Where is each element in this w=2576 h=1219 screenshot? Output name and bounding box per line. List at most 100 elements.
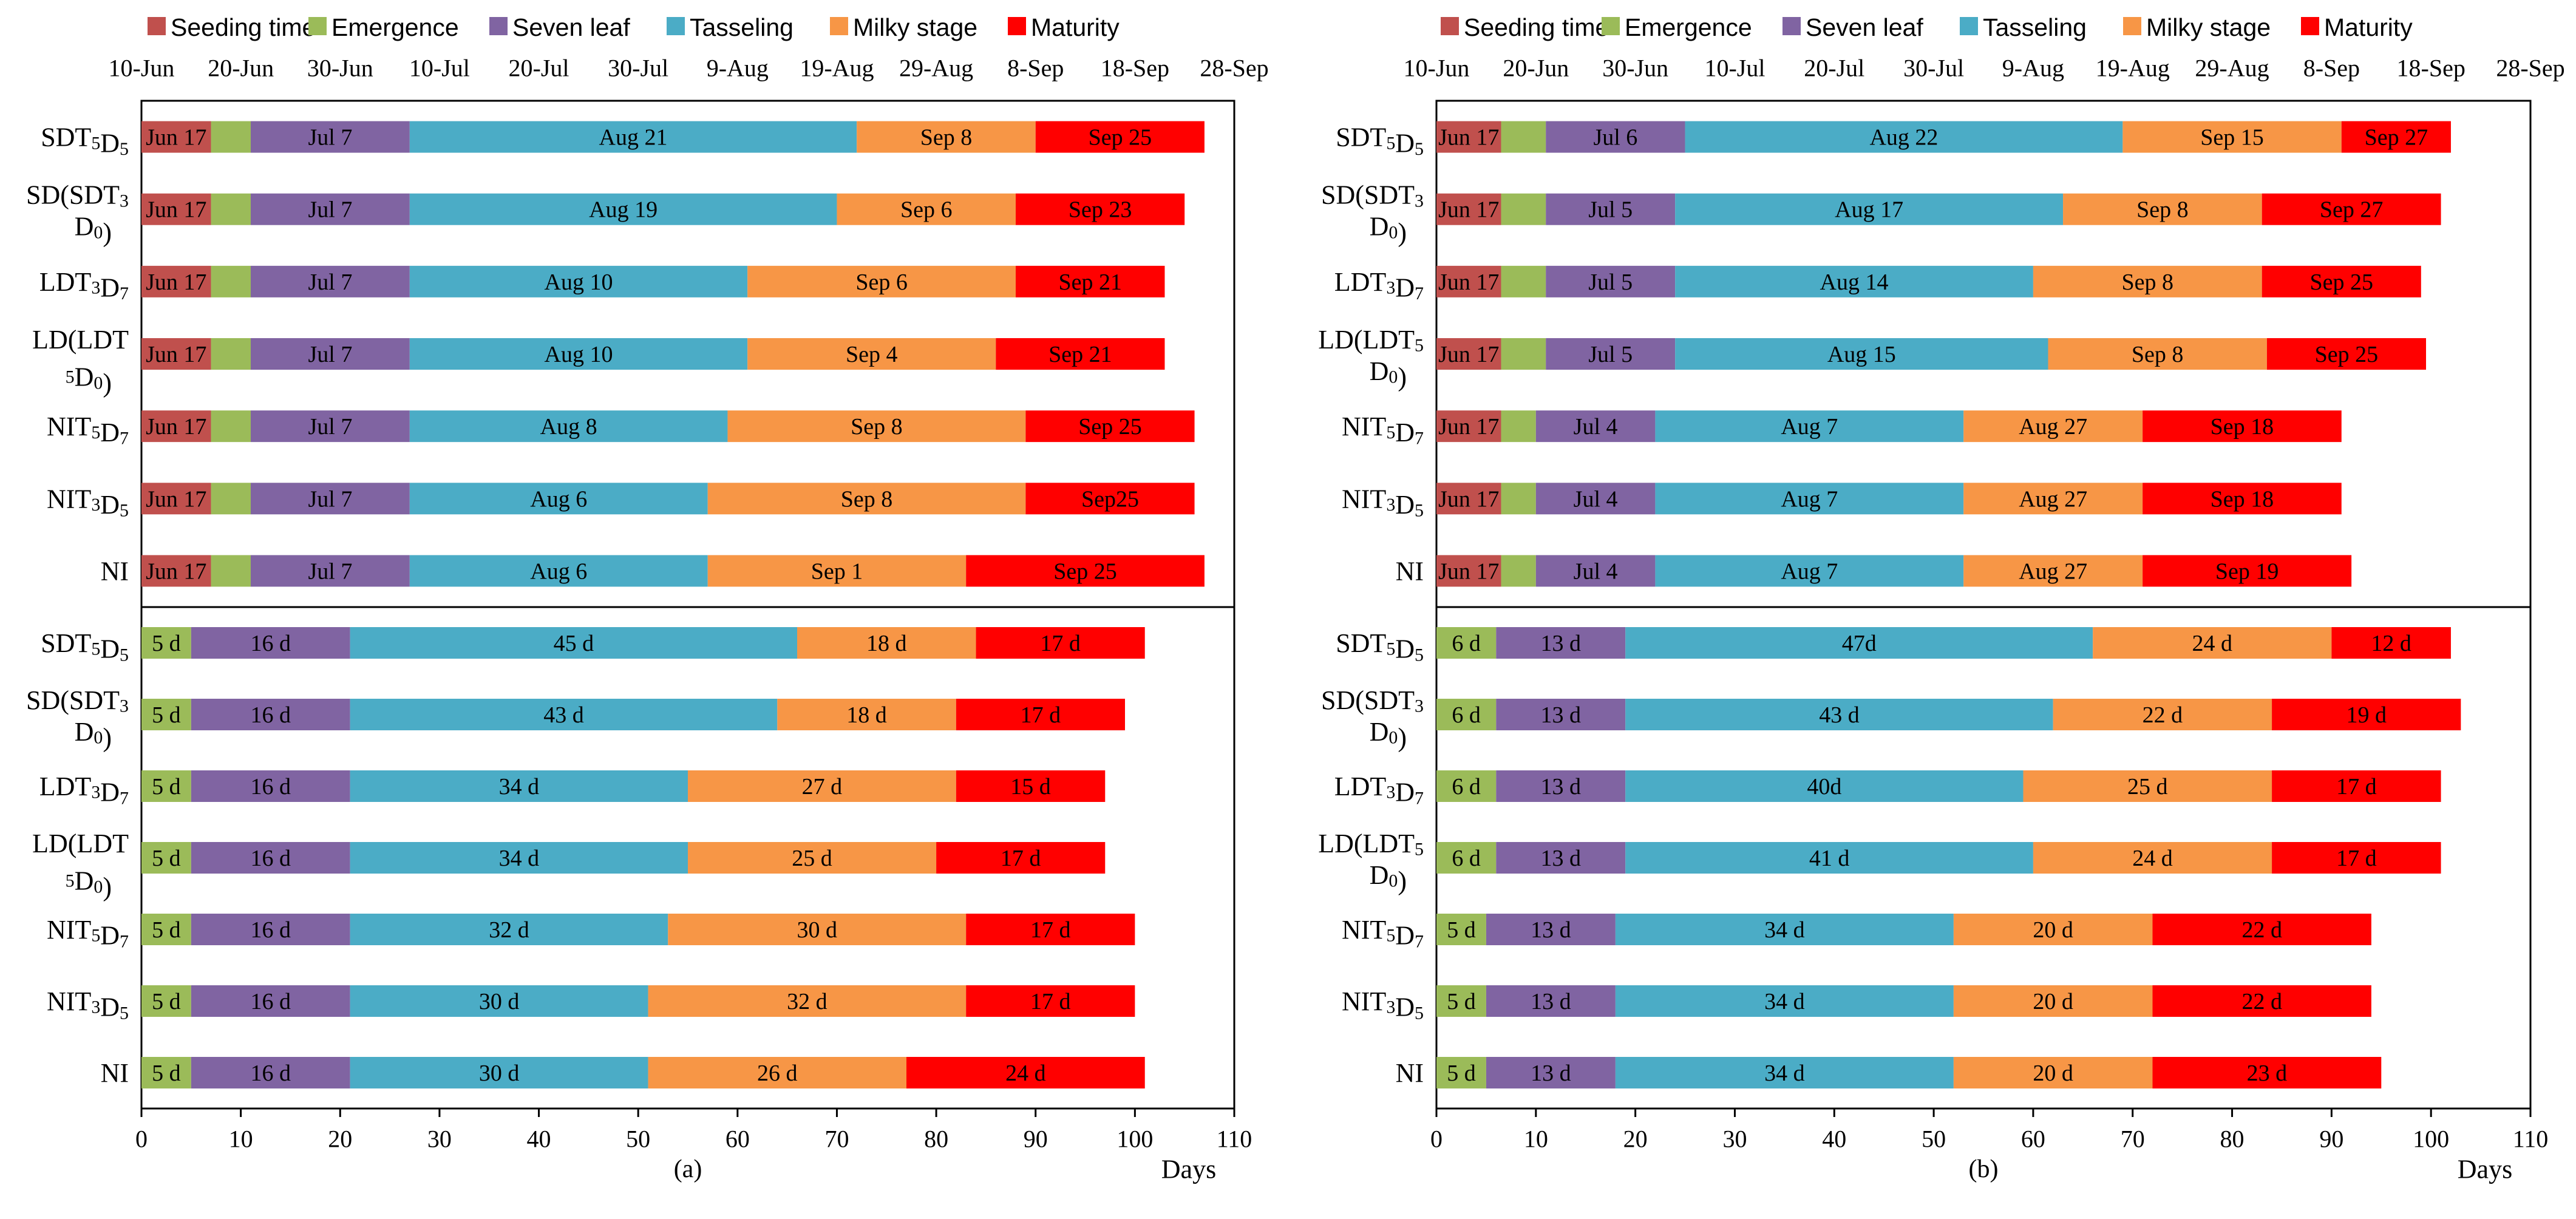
date-bar-label: Jun 17 [146,559,206,584]
date-bar-segment [2262,193,2441,225]
duration-bar-label: 17 d [2336,774,2377,800]
date-bar-segment [2266,338,2426,370]
date-bar-segment [1675,338,2048,370]
date-bar-segment [1501,265,1546,297]
duration-bar-label: 13 d [1541,631,1582,656]
date-bar-label: Sep 8 [841,486,893,512]
duration-bar-segment [648,985,967,1017]
duration-bar-segment [956,699,1125,730]
date-bar-segment [141,193,211,225]
legend-swatch [308,17,327,35]
duration-bar-label: 17 d [1040,631,1081,656]
treatment-label: NIT5D7 [1342,915,1424,951]
duration-bar-label: 16 d [250,846,291,871]
duration-bar-label: 15 d [1010,774,1051,800]
treatment-label: NIT3D5 [47,484,129,520]
date-bar-label: Jul 7 [308,486,352,512]
duration-bar-segment [1625,627,2093,659]
x-tick-label: 30 [427,1126,452,1153]
date-bar-label: Jun 17 [1438,559,1499,584]
date-bar-segment [409,193,837,225]
duration-bar-segment [141,985,191,1017]
x-tick-label: 50 [1922,1126,1946,1153]
duration-bar-segment [1496,699,1626,730]
duration-bar-segment [350,699,778,730]
panel-a: 10-Jun 20-Jun 30-Jun 10-Jul 20-Jul 30-Jul 9-Au… [26,55,1269,1184]
x-tick-label: 40 [527,1126,551,1153]
duration-bar-label: 5 d [1447,917,1476,943]
date-bar-segment [1546,193,1676,225]
duration-bar-label: 19 d [2346,702,2387,728]
duration-bar-segment [1953,1057,2153,1088]
date-bar-segment [211,338,251,370]
treatment-label: 5D0) [66,866,112,902]
duration-bar-segment [141,914,191,945]
duration-bar-segment [2033,842,2272,874]
duration-bar-label: 16 d [250,702,291,728]
treatment-label: SDT5D5 [41,628,129,665]
date-bar-segment [1546,265,1676,297]
legend-item: Maturity [2301,13,2413,41]
treatment-label: SD(SDT3 [1321,685,1424,716]
date-bar-segment [1655,483,1964,515]
treatment-label: LDT3D7 [1334,267,1424,303]
date-bar-segment [409,410,728,443]
treatment-label: LDT3D7 [1334,772,1424,808]
treatment-label: SD(SDT3 [26,180,129,211]
legend-item: Emergence [308,13,459,41]
treatment-label: D0) [75,717,112,753]
date-bar-segment [251,265,410,297]
duration-bar-segment [906,1057,1145,1088]
date-bar-label: Jul 7 [308,414,352,440]
date-bar-label: Jul 4 [1574,486,1618,512]
legend-swatch [1782,17,1801,35]
date-bar-label: Aug 6 [530,486,587,512]
date-bar-label: Aug 10 [545,342,613,367]
treatment-label: NIT3D5 [1342,484,1424,520]
date-bar-segment [251,338,410,370]
date-bar-segment [211,193,251,225]
plot-frame [140,100,1235,1110]
date-tick-label: 10-Jul [1704,55,1765,82]
legend-label: Emergence [1625,13,1752,41]
date-tick-label: 30-Jun [307,55,373,82]
date-bar-segment [1436,265,1501,297]
duration-bar-segment [2272,842,2441,874]
date-bar-segment [2143,410,2342,443]
duration-bar-label: 17 d [1001,846,1041,871]
date-tick-label: 20-Jul [509,55,569,82]
date-bar-segment [1035,121,1205,153]
date-bar-label: Sep 8 [2132,342,2184,367]
duration-bar-label: 22 d [2241,917,2282,943]
x-tick-label: 90 [2319,1126,2343,1153]
duration-bar-segment [1615,985,1954,1017]
date-bar-segment [1501,193,1546,225]
date-tick-label: 30-Jun [1602,55,1668,82]
date-bar-label: Sep 27 [2365,125,2428,151]
date-bar-segment [1501,410,1536,443]
duration-bar-segment [688,770,956,802]
legend-label: Seeding time [171,13,316,41]
date-bar-segment [141,483,211,515]
date-tick-label: 20-Jul [1804,55,1864,82]
treatment-label: LDT3D7 [39,267,129,303]
date-bar-label: Aug 7 [1781,559,1838,584]
duration-bar-label: 22 d [2241,989,2282,1014]
duration-bar-label: 6 d [1452,702,1481,728]
duration-bar-label: 24 d [2132,846,2173,871]
duration-bar-label: 16 d [250,917,291,943]
date-tick-label: 28-Sep [1200,55,1268,82]
duration-bar-segment [1436,1057,1486,1088]
duration-bar-segment [350,842,688,874]
treatment-label: SDT5D5 [41,122,129,158]
duration-bar-label: 47d [1842,631,1877,656]
duration-bar-segment [2093,627,2332,659]
duration-bar-label: 5 d [152,631,181,656]
duration-bar-label: 45 d [554,631,594,656]
treatment-label: NIT3D5 [47,986,129,1023]
treatment-label: NIT5D7 [47,915,129,951]
legend-item: Emergence [1602,13,1752,41]
x-axis-label: Days [2458,1155,2512,1184]
x-tick-label: 40 [1822,1126,1846,1153]
